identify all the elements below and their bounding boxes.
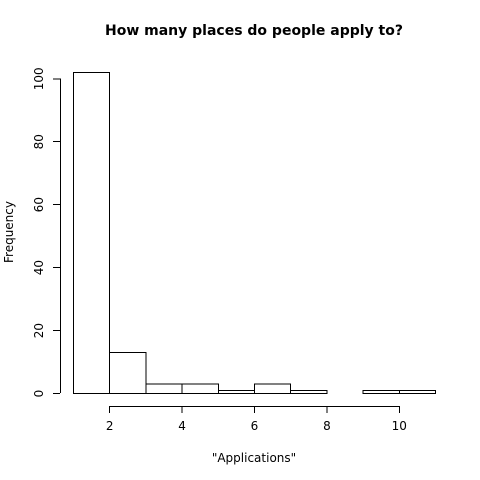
x-tick-label: 6 <box>251 419 259 433</box>
x-axis: 2 4 6 8 10 <box>106 406 407 433</box>
y-tick-label: 40 <box>32 260 46 275</box>
x-tick-label: 8 <box>323 419 331 433</box>
y-tick-label: 60 <box>32 197 46 212</box>
y-tick-label: 0 <box>32 390 46 398</box>
x-axis-label: "Applications" <box>212 451 296 465</box>
histogram-bar <box>398 389 436 394</box>
bars-group <box>73 72 436 395</box>
histogram-bar <box>362 389 400 394</box>
chart-title: How many places do people apply to? <box>105 23 403 39</box>
histogram-bar <box>145 383 183 395</box>
y-axis: 0 20 40 60 80 100 <box>32 67 61 397</box>
histogram-bar <box>254 383 292 395</box>
y-tick-label: 100 <box>32 67 46 90</box>
x-tick-label: 2 <box>106 419 114 433</box>
x-tick-label: 4 <box>178 419 186 433</box>
histogram-bar <box>109 352 147 394</box>
histogram-bar <box>181 383 219 395</box>
y-axis-label: Frequency <box>2 201 16 263</box>
histogram-bar <box>290 389 328 394</box>
y-tick-label: 20 <box>32 323 46 338</box>
histogram-bar <box>73 72 111 394</box>
histogram-bar <box>217 389 256 394</box>
y-tick-label: 80 <box>32 134 46 149</box>
x-tick-label: 10 <box>392 419 407 433</box>
